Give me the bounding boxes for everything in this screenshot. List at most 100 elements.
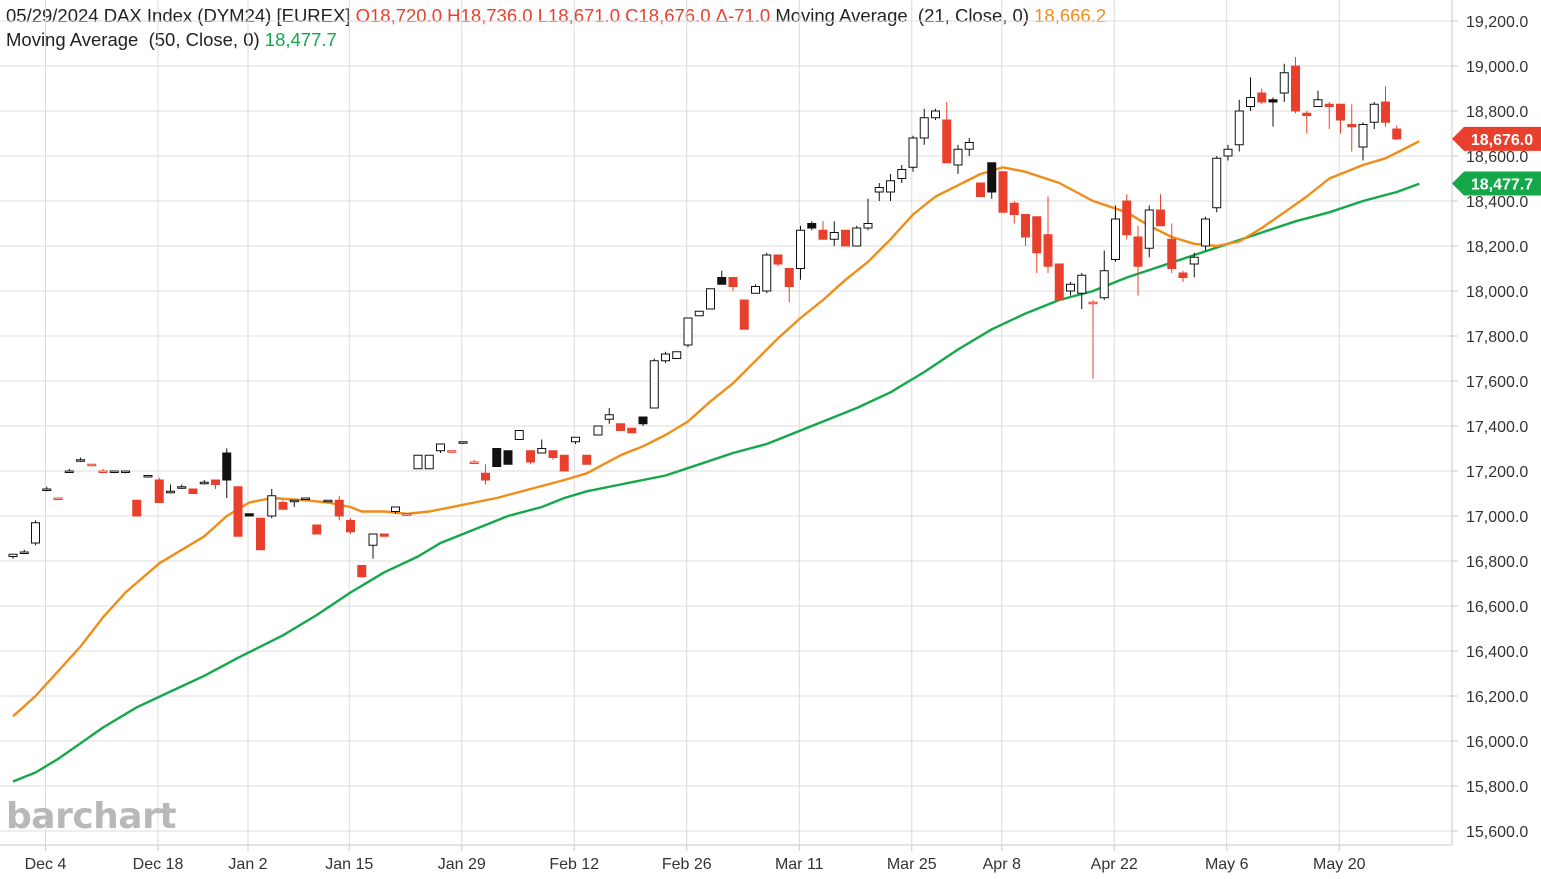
candle-body bbox=[852, 227, 862, 247]
candles-group bbox=[8, 57, 1402, 578]
candle bbox=[166, 484, 175, 494]
candle-body bbox=[436, 443, 445, 452]
candle bbox=[1381, 86, 1390, 127]
candle bbox=[706, 288, 715, 310]
candle bbox=[301, 497, 310, 501]
x-tick-label: Feb 26 bbox=[662, 856, 712, 873]
candle bbox=[278, 500, 288, 510]
candle bbox=[694, 310, 704, 317]
candle-body bbox=[222, 452, 232, 481]
candle-body bbox=[199, 481, 209, 485]
candle-body bbox=[391, 506, 400, 512]
candle-body bbox=[278, 502, 288, 510]
candle-body bbox=[1054, 263, 1064, 301]
candle-body bbox=[301, 497, 310, 500]
candle bbox=[1246, 77, 1255, 111]
candle-body bbox=[447, 450, 457, 453]
y-tick-label: 17,400.0 bbox=[1466, 419, 1528, 436]
ma50-label: Moving Average (50, Close, 0) bbox=[6, 29, 260, 50]
candle bbox=[559, 454, 569, 472]
candle-body bbox=[706, 288, 715, 310]
candle bbox=[818, 221, 828, 240]
candle bbox=[312, 524, 322, 535]
candle-body bbox=[897, 169, 907, 179]
candle bbox=[424, 454, 434, 470]
candle bbox=[661, 351, 670, 363]
candle bbox=[919, 108, 929, 145]
candle bbox=[8, 553, 18, 559]
candle-body bbox=[571, 436, 580, 443]
candle bbox=[1302, 111, 1312, 134]
candle bbox=[267, 489, 277, 519]
y-tick-label: 15,600.0 bbox=[1466, 824, 1528, 841]
y-tick-label: 17,800.0 bbox=[1466, 329, 1528, 346]
candle bbox=[357, 565, 367, 578]
candle bbox=[931, 108, 940, 120]
candle-body bbox=[8, 553, 18, 557]
candle bbox=[852, 225, 862, 247]
candle-body bbox=[492, 448, 502, 467]
candle bbox=[368, 533, 378, 559]
candle bbox=[469, 459, 479, 465]
candle-body bbox=[1021, 214, 1030, 238]
candle-body bbox=[143, 475, 153, 478]
candle-body bbox=[1122, 200, 1132, 236]
candle bbox=[87, 463, 97, 467]
last-price-tag-shape bbox=[1452, 126, 1541, 151]
candle bbox=[514, 430, 524, 440]
candle bbox=[379, 533, 389, 537]
last-price-tag: 18,676.0 bbox=[1452, 126, 1541, 151]
candle bbox=[683, 317, 693, 348]
candle bbox=[1088, 300, 1098, 379]
candle-body bbox=[1167, 238, 1177, 269]
candle-body bbox=[987, 162, 997, 193]
candle-body bbox=[863, 223, 873, 229]
candle-body bbox=[1257, 92, 1267, 103]
candle-body bbox=[1111, 218, 1120, 260]
candle-body bbox=[1133, 236, 1143, 267]
candle-body bbox=[1279, 72, 1289, 94]
candle bbox=[436, 443, 445, 453]
ma50-price-tag-shape bbox=[1452, 171, 1541, 196]
candle-body bbox=[98, 470, 108, 473]
candle-body bbox=[64, 470, 74, 473]
candle bbox=[1144, 205, 1154, 258]
candle-body bbox=[728, 277, 738, 287]
candle-body bbox=[886, 180, 895, 193]
candle-body bbox=[458, 441, 468, 444]
candle bbox=[42, 486, 52, 492]
candle-body bbox=[211, 479, 220, 485]
candle bbox=[1054, 263, 1064, 301]
candle-body bbox=[537, 448, 547, 454]
candle bbox=[638, 416, 648, 426]
candle bbox=[762, 252, 772, 294]
candle-body bbox=[132, 499, 142, 517]
candle bbox=[132, 499, 142, 517]
x-tick-label: Dec 4 bbox=[25, 856, 67, 873]
candle-body bbox=[931, 110, 940, 119]
candle-body bbox=[1032, 216, 1042, 254]
candle bbox=[897, 165, 907, 183]
candle bbox=[1347, 104, 1357, 152]
candle-body bbox=[1313, 99, 1323, 107]
ma50-line bbox=[12, 182, 1420, 783]
candle-body bbox=[773, 254, 783, 265]
candle bbox=[1156, 194, 1165, 227]
x-tick-label: Mar 11 bbox=[775, 856, 824, 873]
candle-body bbox=[346, 520, 355, 533]
candle-body bbox=[672, 351, 682, 359]
candle bbox=[1178, 270, 1188, 282]
candle-body bbox=[289, 499, 299, 503]
candle bbox=[739, 299, 749, 330]
candle bbox=[1268, 97, 1278, 127]
candle bbox=[19, 549, 29, 555]
candle-body bbox=[233, 486, 243, 537]
candle bbox=[1279, 63, 1289, 102]
candle-body bbox=[121, 470, 130, 473]
candle-body bbox=[1358, 124, 1368, 148]
candle-body bbox=[1336, 103, 1345, 121]
candle bbox=[346, 518, 355, 534]
candle-body bbox=[76, 459, 85, 462]
y-tick-label: 16,800.0 bbox=[1466, 554, 1528, 571]
